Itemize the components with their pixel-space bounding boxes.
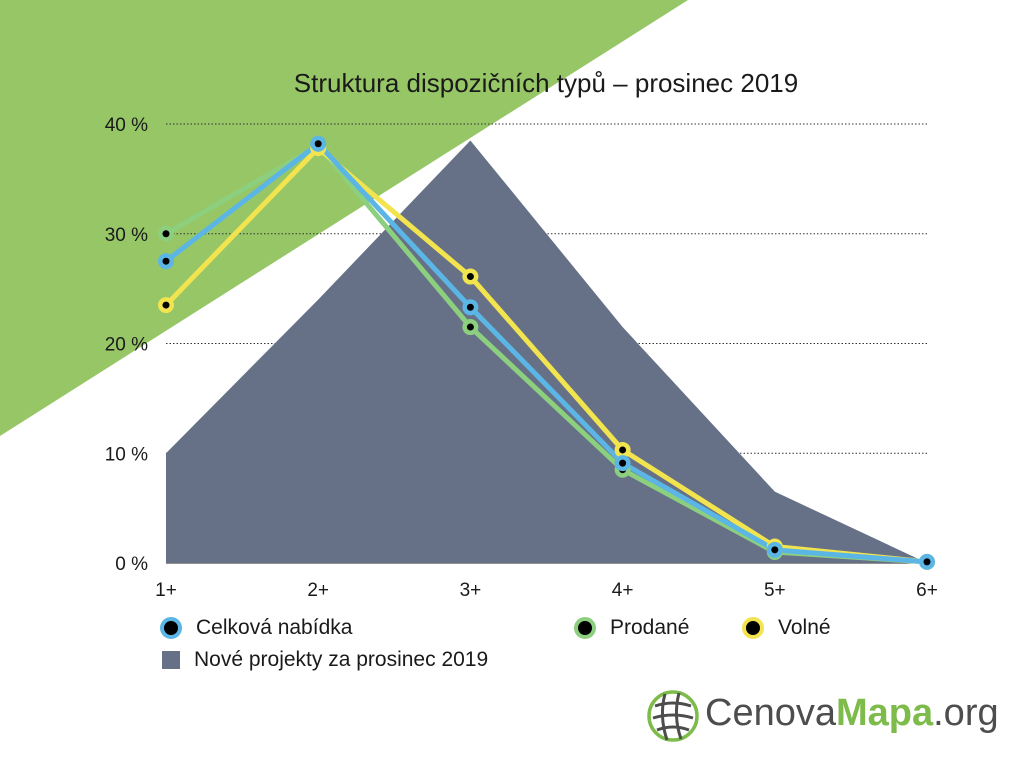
data-point-inner [162,230,170,238]
brand-name: CenovaMapa.org [705,692,999,735]
data-point-inner [314,140,322,148]
y-tick-label: 0 % [115,554,148,575]
legend-marker-volne [742,617,764,639]
y-tick-label: 30 % [105,225,148,246]
y-tick-label: 10 % [105,444,148,465]
data-point-inner [619,459,627,467]
data-point-inner [466,303,474,311]
data-point-inner [923,558,931,566]
data-point-inner [162,257,170,265]
legend-label-prodane: Prodané [610,616,690,639]
legend-marker-celkova [160,617,182,639]
series-line-0 [163,141,930,565]
legend-item-prodane: Prodané [574,616,689,640]
x-tick-label: 5+ [764,580,786,601]
data-point-inner [619,446,627,454]
x-tick-label: 2+ [307,580,329,601]
globe-grid-icon [647,690,699,742]
brand-name-part2: Mapa [835,692,934,734]
x-tick-label: 1+ [155,580,177,601]
brand-name-part3: .org [933,692,999,734]
data-point-inner [162,301,170,309]
brand-name-part1: Cenova [705,692,836,734]
x-tick-label: 3+ [460,580,482,601]
x-tick-label: 4+ [612,580,634,601]
green-background-band [0,0,688,436]
legend-item-nove-projekty: Nové projekty za prosinec 2019 [162,648,488,672]
series-line-2 [163,145,930,565]
legend-marker-nove-projekty [162,651,180,669]
legend-item-volne: Volné [742,616,831,640]
data-point-inner [771,546,779,554]
legend-item-celkova: Celková nabídka [160,616,352,640]
data-point-inner [466,273,474,281]
data-point-inner [466,323,474,331]
chart-title: Struktura dispozičních typů – prosinec 2… [294,68,798,98]
legend-label-volne: Volné [778,616,831,639]
area-nove-projekty [166,140,927,563]
legend-label-celkova: Celková nabídka [196,616,353,639]
legend-label-nove-projekty: Nové projekty za prosinec 2019 [194,648,489,671]
brand-logo: CenovaMapa.org [645,688,1005,748]
legend: Celková nabídka Prodané Volné Nové proje… [160,616,880,686]
y-tick-label: 20 % [105,335,148,356]
x-tick-label: 6+ [916,580,938,601]
y-tick-label: 40 % [105,115,148,136]
legend-marker-prodane [574,617,596,639]
